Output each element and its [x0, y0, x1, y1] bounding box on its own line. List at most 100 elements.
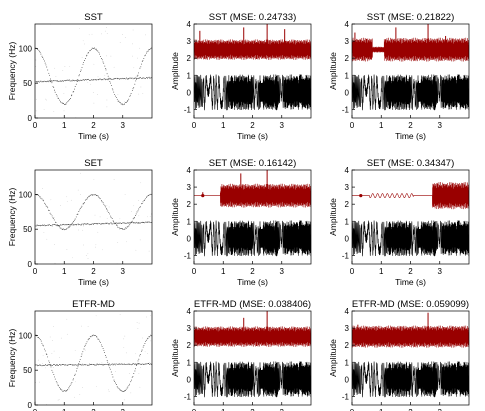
- tfr-point: [150, 48, 151, 50]
- tfr-noise-point: [113, 66, 115, 68]
- tfr-noise-point: [150, 335, 152, 337]
- tfr-point: [74, 375, 76, 377]
- tfr-point: [86, 78, 88, 80]
- tfr-noise-point: [38, 359, 39, 361]
- tfr-point: [103, 352, 105, 354]
- tfr-point: [110, 222, 112, 224]
- tfr-point: [82, 363, 84, 365]
- set-tfr-title: SET: [84, 158, 103, 169]
- tfr-point: [85, 343, 87, 345]
- tfr-point: [110, 78, 112, 80]
- tfr-point: [105, 223, 107, 224]
- tfr-point: [35, 81, 37, 82]
- tfr-point: [42, 224, 44, 226]
- tfr-point: [99, 340, 101, 342]
- tfr-point: [90, 223, 91, 225]
- tfr-point: [81, 205, 83, 207]
- etfr-rec-1-plot-area: [194, 311, 311, 398]
- tfr-point: [125, 222, 127, 224]
- sst-tfr-title: SST: [84, 12, 103, 23]
- tfr-point: [121, 390, 123, 392]
- etfr-tfr-panel: 0123050100ETFR-MDTime (s)Frequency (Hz): [7, 299, 153, 411]
- tfr-point: [71, 223, 73, 225]
- tfr-noise-point: [55, 76, 57, 77]
- sst-rec-1-title: SST (MSE: 0.24733): [209, 12, 296, 23]
- tfr-noise-point: [84, 349, 86, 351]
- tfr-noise-point: [87, 326, 89, 327]
- tfr-noise-point: [82, 387, 83, 388]
- tfr-point: [119, 363, 121, 365]
- tfr-noise-point: [96, 385, 97, 387]
- tfr-point: [90, 224, 92, 225]
- tfr-point: [44, 62, 46, 64]
- tfr-point: [128, 78, 130, 79]
- tfr-point: [56, 95, 58, 97]
- tfr-point: [118, 388, 120, 390]
- tfr-point: [70, 364, 72, 366]
- tfr-point: [143, 345, 145, 347]
- tfr-point: [106, 73, 108, 75]
- tfr-noise-point: [75, 381, 76, 383]
- tfr-point: [136, 362, 138, 364]
- sst-rec-1-plot-area: [194, 24, 311, 111]
- tfr-point: [87, 364, 89, 366]
- tfr-point: [41, 224, 43, 226]
- tfr-point: [36, 224, 38, 226]
- tfr-point: [141, 222, 143, 223]
- tfr-point: [146, 77, 148, 78]
- tfr-point: [44, 364, 46, 366]
- tfr-point: [135, 221, 137, 223]
- tfr-point: [112, 223, 114, 225]
- tfr-noise-point: [88, 34, 90, 36]
- tfr-point: [79, 209, 81, 211]
- tfr-point: [96, 335, 97, 337]
- tfr-point: [110, 215, 112, 217]
- tfr-noise-point: [56, 226, 58, 227]
- x-tick-label: 3: [121, 267, 126, 276]
- tfr-point: [138, 358, 140, 360]
- x-tick-label: 0: [192, 121, 197, 130]
- tfr-point: [149, 364, 151, 365]
- sst-tfr-xlabel: Time (s): [78, 131, 109, 141]
- tfr-point: [54, 378, 56, 380]
- tfr-point: [66, 102, 68, 104]
- tfr-point: [47, 69, 49, 71]
- tfr-noise-point: [138, 373, 140, 374]
- tfr-noise-point: [145, 34, 146, 36]
- etfr-tfr-ridge-2: [35, 363, 152, 367]
- tfr-point: [42, 199, 44, 201]
- tfr-point: [61, 80, 63, 82]
- tfr-point: [91, 335, 93, 337]
- tfr-point: [114, 222, 116, 224]
- tfr-point: [69, 225, 71, 227]
- tfr-point: [70, 383, 72, 385]
- tfr-point: [53, 80, 55, 82]
- tfr-point: [104, 222, 106, 224]
- tfr-noise-point: [77, 189, 79, 191]
- tfr-point: [74, 80, 76, 81]
- tfr-point: [89, 195, 91, 197]
- tfr-point: [68, 387, 69, 389]
- tfr-point: [43, 58, 45, 60]
- tfr-noise-point: [53, 350, 55, 352]
- tfr-noise-point: [62, 70, 64, 71]
- tfr-point: [63, 103, 64, 105]
- tfr-noise-point: [48, 224, 50, 225]
- tfr-point: [132, 218, 134, 220]
- etfr-tfr-ridge-1: [35, 334, 152, 393]
- tfr-point: [125, 388, 127, 390]
- tfr-point: [77, 223, 79, 225]
- tfr-point: [119, 102, 121, 104]
- tfr-point: [73, 80, 75, 82]
- y-tick-label: 2: [345, 200, 350, 209]
- tfr-point: [59, 364, 61, 366]
- tfr-noise-point: [97, 76, 99, 78]
- tfr-noise-point: [80, 194, 81, 195]
- tfr-point: [73, 219, 75, 221]
- tfr-point: [50, 364, 52, 366]
- y-tick-label: 100: [19, 190, 33, 199]
- tfr-point: [82, 203, 84, 205]
- y-tick-label: 1: [187, 217, 192, 226]
- tfr-point: [49, 212, 51, 214]
- tfr-noise-point: [84, 43, 85, 45]
